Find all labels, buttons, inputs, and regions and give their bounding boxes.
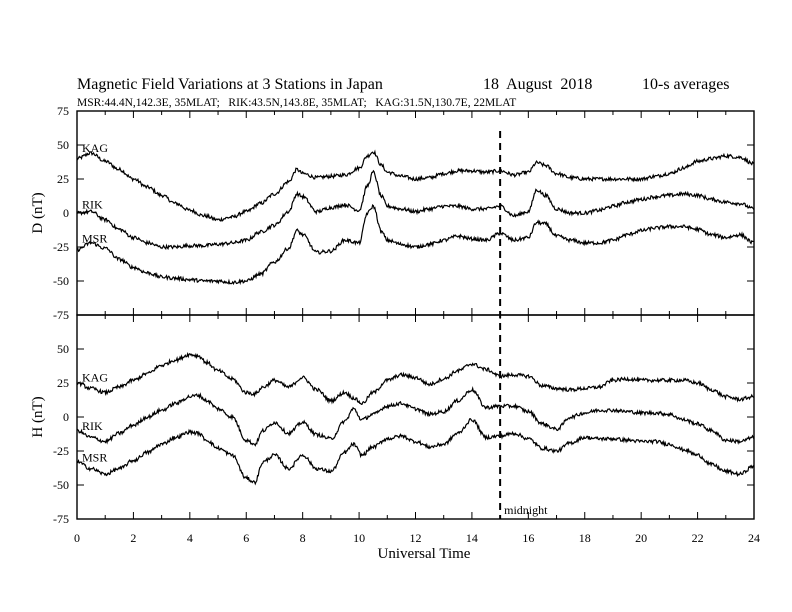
panel-frame [76,314,755,520]
x-tick-label: 12 [410,531,422,545]
series-line-kag [76,149,755,222]
series-line-rik [76,385,755,447]
y-tick-label: 75 [57,104,69,118]
y-tick-label: 0 [63,410,69,424]
x-tick-label: 0 [74,531,80,545]
x-tick-label: 8 [300,531,306,545]
y-tick-label: -50 [53,274,69,288]
y-tick-label: -75 [53,308,69,322]
x-tick-label: 4 [187,531,193,545]
y-tick-label: 25 [57,172,69,186]
series-line-rik [76,169,755,251]
panel-frame [76,110,755,316]
x-tick-label: 18 [579,531,591,545]
midnight-label: midnight [504,503,548,517]
series-label-rik: RIK [82,197,103,211]
x-tick-label: 6 [243,531,249,545]
y-tick-label: 25 [57,376,69,390]
x-tick-label: 10 [353,531,365,545]
chart-averaging: 10-s averages [642,76,730,93]
y-tick-label: 0 [63,206,69,220]
series-label-msr: MSR [82,231,107,245]
y-axis-label: H (nT) [30,396,46,437]
y-tick-label: -50 [53,478,69,492]
series-line-msr [76,418,755,486]
y-tick-label: 50 [57,342,69,356]
series-line-msr [76,203,755,286]
series-label-kag: KAG [82,371,108,385]
series-label-kag: KAG [82,141,108,155]
x-tick-label: 22 [692,531,704,545]
y-tick-label: -25 [53,444,69,458]
x-tick-label: 20 [635,531,647,545]
x-tick-label: 16 [522,531,534,545]
chart-title: Magnetic Field Variations at 3 Stations … [77,76,383,93]
y-tick-label: -75 [53,512,69,526]
x-tick-label: 14 [466,531,478,545]
y-tick-label: 50 [57,138,69,152]
chart-plot-area: -75 -50 -25 0 25 50 75 D (nT) KAG RIK MSR -75 -50 -25… [30,104,760,545]
chart-subtitle: MSR:44.4N,142.3E, 35MLAT; RIK:43.5N,143.… [77,97,516,109]
series-label-msr: MSR [82,450,107,464]
x-tick-label: 2 [130,531,136,545]
x-axis-label: Universal Time [378,546,471,562]
x-tick-label: 24 [748,531,760,545]
chart-date: 18 August 2018 [483,76,592,93]
series-line-kag [76,351,755,405]
y-axis-label: D (nT) [30,192,46,233]
series-label-rik: RIK [82,419,103,433]
y-tick-label: -25 [53,240,69,254]
